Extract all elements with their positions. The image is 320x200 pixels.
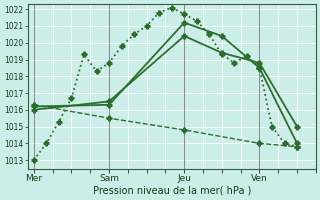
X-axis label: Pression niveau de la mer( hPa ): Pression niveau de la mer( hPa ) xyxy=(92,186,251,196)
